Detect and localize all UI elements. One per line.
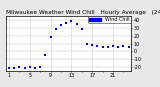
Point xyxy=(49,36,52,38)
Point xyxy=(8,67,10,69)
Point xyxy=(65,22,68,23)
Point xyxy=(34,67,36,69)
Point xyxy=(91,44,93,46)
Legend: Wind Chill: Wind Chill xyxy=(88,16,131,23)
Point xyxy=(127,46,130,47)
Point xyxy=(28,67,31,68)
Point xyxy=(112,45,114,47)
Point xyxy=(122,45,125,47)
Point xyxy=(44,55,47,56)
Point xyxy=(55,28,57,30)
Point xyxy=(70,21,73,22)
Point xyxy=(18,67,21,68)
Point xyxy=(117,46,120,47)
Point xyxy=(86,43,88,44)
Point xyxy=(23,67,26,69)
Point xyxy=(39,67,41,68)
Point xyxy=(13,67,16,69)
Point xyxy=(96,45,99,47)
Point xyxy=(107,46,109,47)
Point xyxy=(80,28,83,30)
Text: Milwaukee Weather Wind Chill   Hourly Average   (24 Hours): Milwaukee Weather Wind Chill Hourly Aver… xyxy=(6,10,160,15)
Point xyxy=(60,25,62,26)
Point xyxy=(75,24,78,25)
Point xyxy=(101,46,104,47)
